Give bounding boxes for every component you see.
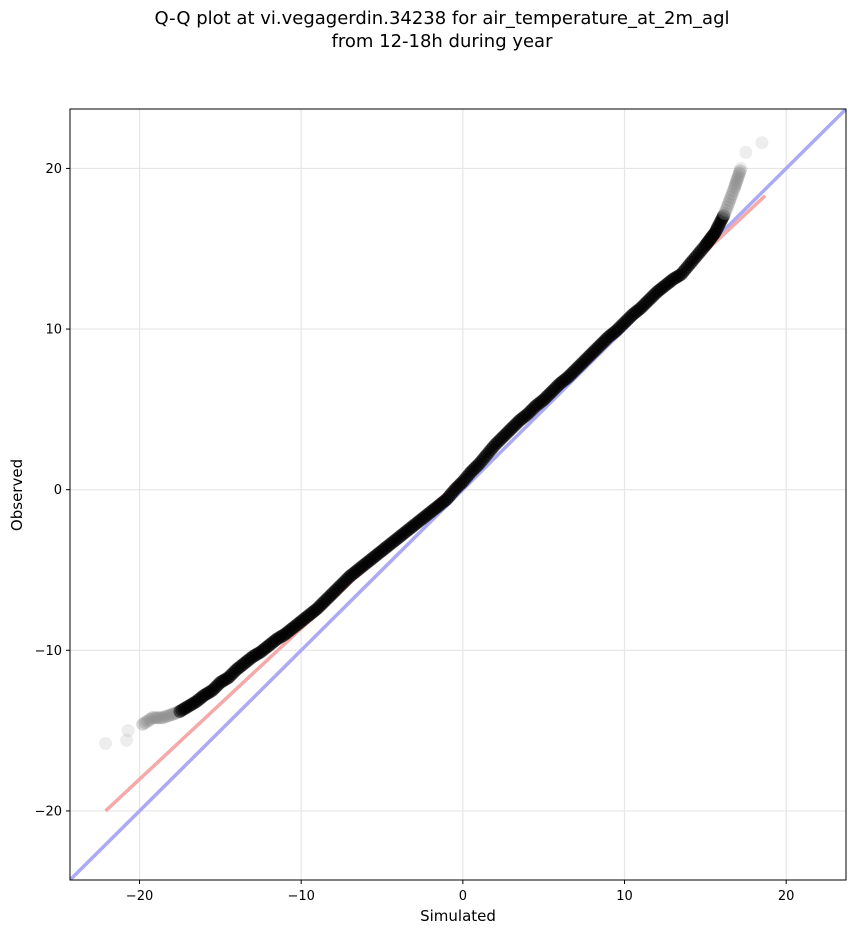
quantile-point [155, 711, 169, 725]
quantile-point [141, 714, 155, 728]
quantile-point [150, 711, 164, 725]
quantile-points [99, 136, 769, 750]
quantile-point [138, 716, 152, 730]
quantile-point [718, 206, 732, 220]
quantile-point [729, 176, 743, 190]
quantile-point [728, 178, 742, 192]
plot-frame [69, 108, 847, 881]
quantile-point [731, 169, 745, 183]
quantile-point [148, 711, 162, 725]
quantile-point [145, 711, 159, 725]
quantile-point [717, 209, 731, 223]
y-tick-label: 20 [45, 162, 62, 177]
quantile-point [720, 200, 734, 214]
quantile-point [723, 194, 737, 208]
quantile-point [121, 724, 135, 738]
x-tick-label: 20 [778, 889, 795, 904]
quantile-point [120, 733, 134, 747]
quantile-point [755, 136, 769, 150]
chart-title-line-1: Q-Q plot at vi.vegagerdin.34238 for air_… [154, 8, 730, 29]
y-axis-label: Observed [8, 459, 26, 531]
quantile-point [136, 717, 150, 731]
axis-ticks: −20 −10 0 10 20 −20 −10 0 10 20 [35, 162, 795, 904]
chart-title-line-2: from 12-18h during year [331, 31, 553, 52]
x-tick-label: −10 [287, 889, 314, 904]
quantile-point [721, 197, 735, 211]
quantile-point [733, 164, 747, 178]
x-tick-label: 0 [459, 889, 467, 904]
quantile-point [734, 161, 748, 175]
quantile-point [725, 187, 739, 201]
quantile-point [160, 709, 174, 723]
gridlines [70, 109, 846, 880]
quantile-point [143, 712, 157, 726]
quantile-point [153, 711, 167, 725]
quantile-point [730, 173, 744, 187]
quantile-point [739, 145, 753, 159]
quantile-point [726, 184, 740, 198]
quantile-point [158, 710, 172, 724]
quantile-point [162, 708, 176, 722]
quantile-point [732, 166, 746, 180]
x-tick-label: −20 [126, 889, 153, 904]
quantile-point [99, 736, 113, 750]
y-tick-label: 0 [54, 483, 62, 498]
x-tick-label: 10 [616, 889, 633, 904]
quantile-point [719, 203, 733, 217]
x-axis-label: Simulated [420, 907, 496, 925]
y-tick-label: −10 [35, 644, 62, 659]
quantile-point [727, 181, 741, 195]
y-tick-label: 10 [45, 323, 62, 338]
y-tick-label: −20 [35, 804, 62, 819]
quantile-point [731, 171, 745, 185]
quantile-point [724, 190, 738, 204]
